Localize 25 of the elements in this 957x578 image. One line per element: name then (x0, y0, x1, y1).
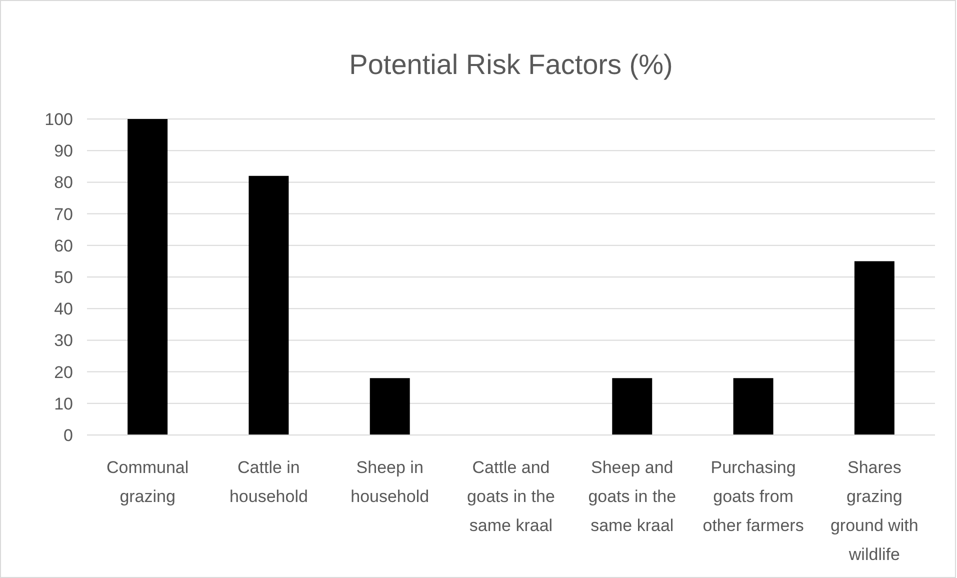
y-tick-label: 20 (54, 362, 73, 382)
y-tick-label: 50 (54, 268, 73, 287)
x-tick-label: Sheep in household (350, 458, 430, 506)
bar (370, 378, 410, 435)
y-tick-label: 70 (54, 204, 73, 224)
bar (854, 261, 894, 435)
bar (248, 176, 289, 435)
x-tick-label: Cattle and goats in the same kraal (467, 458, 555, 535)
y-tick-label: 60 (54, 236, 73, 256)
y-tick-label: 90 (54, 142, 73, 161)
y-tick-label: 40 (54, 300, 73, 319)
x-tick-label: Cattle in household (229, 458, 308, 506)
bar (612, 378, 652, 435)
x-tick-label: Purchasing goats from other farmers (702, 458, 804, 535)
x-tick-label: Communal grazing (106, 458, 189, 506)
bar (128, 119, 168, 435)
y-tick-label: 10 (54, 394, 73, 414)
x-tick-label: Sheep and goats in the same kraal (588, 458, 676, 535)
chart-title: Potential Risk Factors (%) (349, 49, 673, 80)
y-tick-label: 100 (44, 110, 73, 129)
bar (733, 378, 774, 435)
y-tick-label: 0 (64, 426, 73, 445)
y-tick-label: 30 (54, 331, 73, 350)
x-tick-label: Shares grazing ground with wildlife (830, 458, 918, 564)
y-tick-label: 80 (54, 173, 73, 192)
